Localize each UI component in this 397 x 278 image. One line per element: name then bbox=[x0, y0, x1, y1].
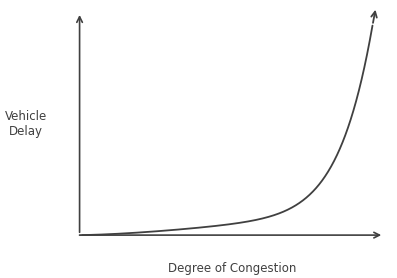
Text: Degree of Congestion: Degree of Congestion bbox=[168, 262, 296, 275]
Text: Vehicle
Delay: Vehicle Delay bbox=[4, 110, 47, 138]
